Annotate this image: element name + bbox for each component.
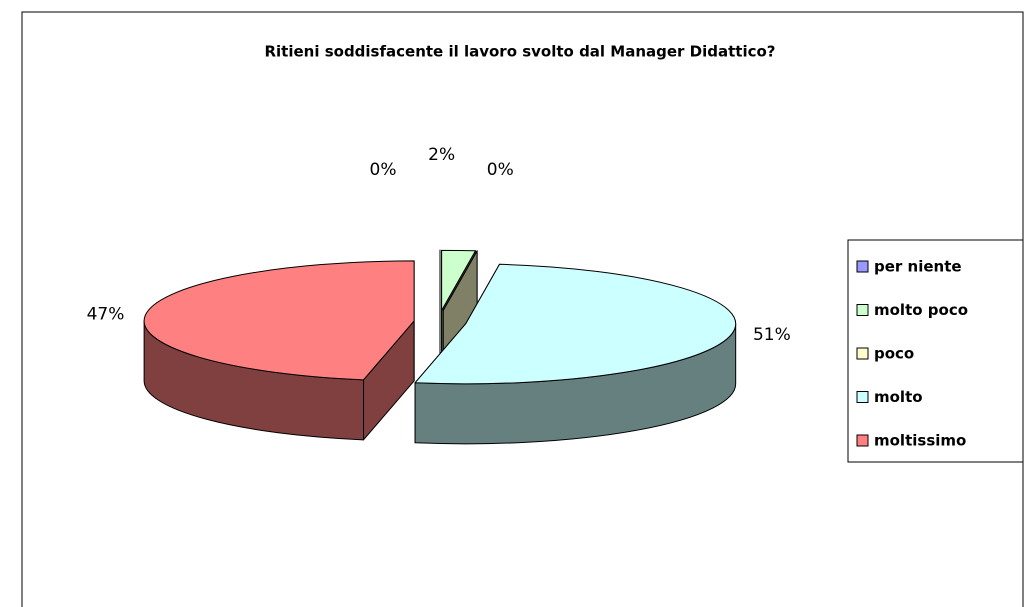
data-label: 47% xyxy=(87,304,125,324)
slice-top xyxy=(414,263,737,385)
legend-label: moltissimo xyxy=(874,432,966,450)
data-label: 0% xyxy=(487,160,514,180)
data-label: 2% xyxy=(428,145,455,165)
legend-swatch xyxy=(856,391,869,403)
slice-top xyxy=(143,260,415,381)
slice-top xyxy=(441,249,476,311)
pie-slice xyxy=(143,260,415,441)
legend-label: per niente xyxy=(874,258,962,276)
legend-swatch xyxy=(856,434,869,447)
legend-swatch xyxy=(856,304,869,316)
legend-swatch xyxy=(856,260,869,273)
data-label: 0% xyxy=(370,160,397,180)
data-label: 51% xyxy=(753,325,791,345)
legend-box xyxy=(847,239,1024,463)
pie-slice xyxy=(414,263,737,445)
slice-top xyxy=(442,250,478,311)
legend-swatch xyxy=(856,347,869,360)
chart-title: Ritieni soddisfacente il lavoro svolto d… xyxy=(264,43,775,61)
legend-label: molto poco xyxy=(874,301,968,319)
legend-label: poco xyxy=(874,345,914,363)
legend-label: molto xyxy=(874,388,923,406)
